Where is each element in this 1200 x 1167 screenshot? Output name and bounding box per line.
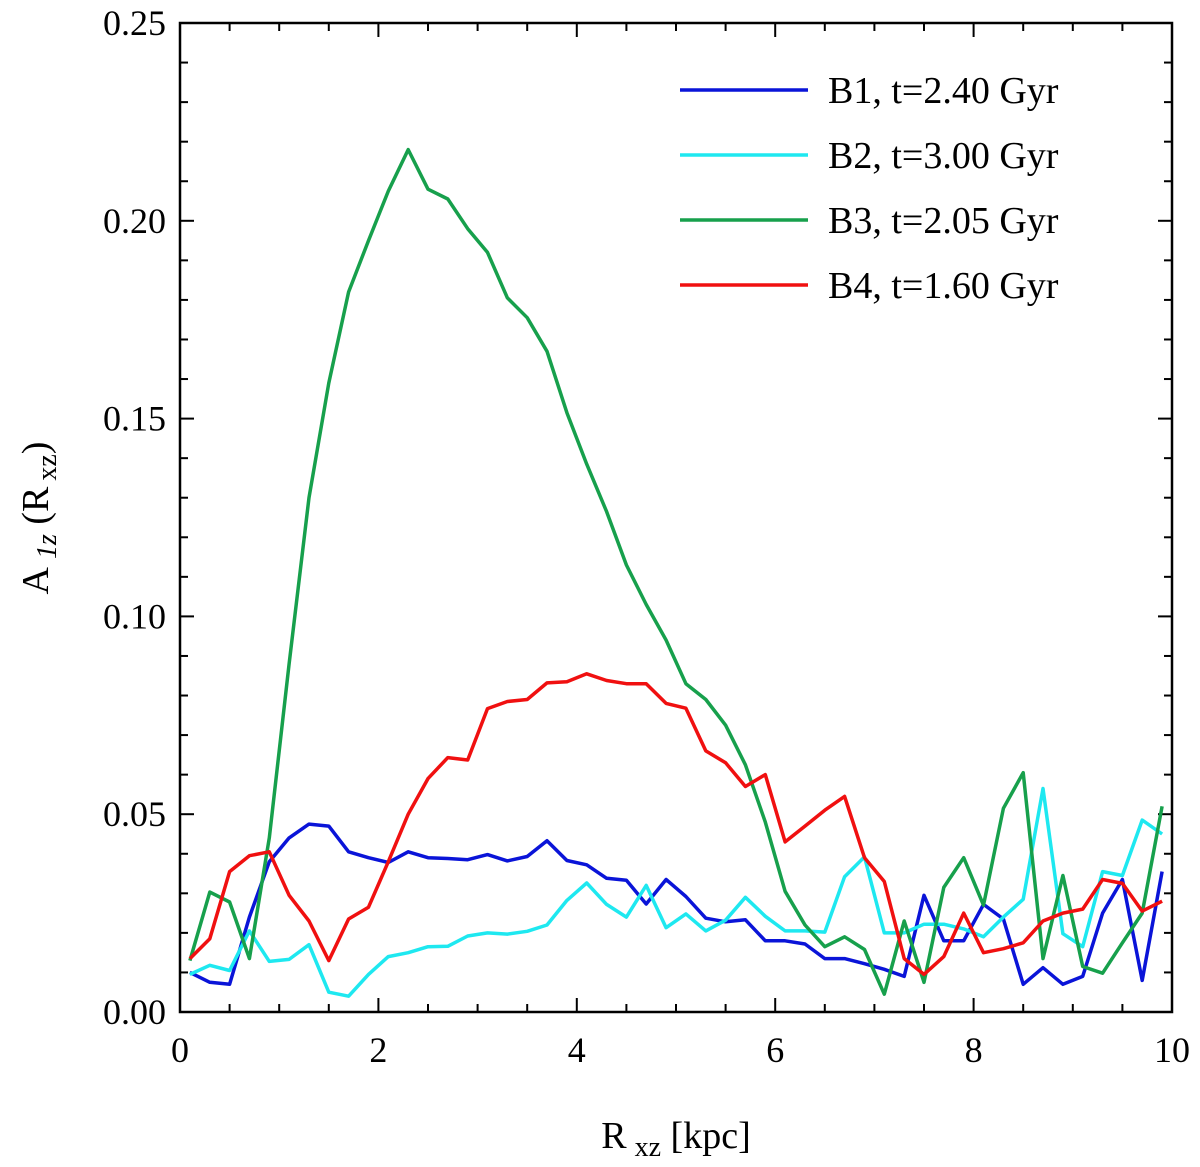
x-tick-label: 6 <box>766 1030 784 1070</box>
y-tick-label: 0.10 <box>103 596 166 636</box>
x-tick-label: 0 <box>171 1030 189 1070</box>
x-tick-label: 4 <box>568 1030 586 1070</box>
axis-ticks <box>179 22 1173 1013</box>
legend-label: B1, t=2.40 Gyr <box>828 70 1059 112</box>
y-tick-label: 0.05 <box>103 794 166 834</box>
legend-label: B3, t=2.05 Gyr <box>828 200 1059 242</box>
legend: B1, t=2.40 Gyr B2, t=3.00 Gyr B3, t=2.05 G… <box>680 70 1059 307</box>
y-axis-title: A1z (Rxz) <box>15 442 63 595</box>
series-line-b1 <box>189 822 1164 987</box>
x-tick-label: 8 <box>965 1030 983 1070</box>
series-line-b4 <box>188 672 1163 977</box>
series-line-b3 <box>188 147 1164 996</box>
y-tick-label: 0.00 <box>103 992 166 1032</box>
x-tick-label: 10 <box>1154 1030 1190 1070</box>
y-tick-label: 0.15 <box>103 399 166 439</box>
series-line-b2 <box>189 786 1164 998</box>
y-tick-label: 0.20 <box>103 201 166 241</box>
legend-label: B2, t=3.00 Gyr <box>828 135 1059 177</box>
y-tick-label: 0.25 <box>103 3 166 43</box>
tick-labels: 0 2 4 6 8 10 0.00 0.05 0.10 0.15 0.20 0.25 <box>103 3 1190 1070</box>
legend-label: B4, t=1.60 Gyr <box>828 265 1059 307</box>
x-tick-label: 2 <box>369 1030 387 1070</box>
series-lines <box>188 147 1164 998</box>
